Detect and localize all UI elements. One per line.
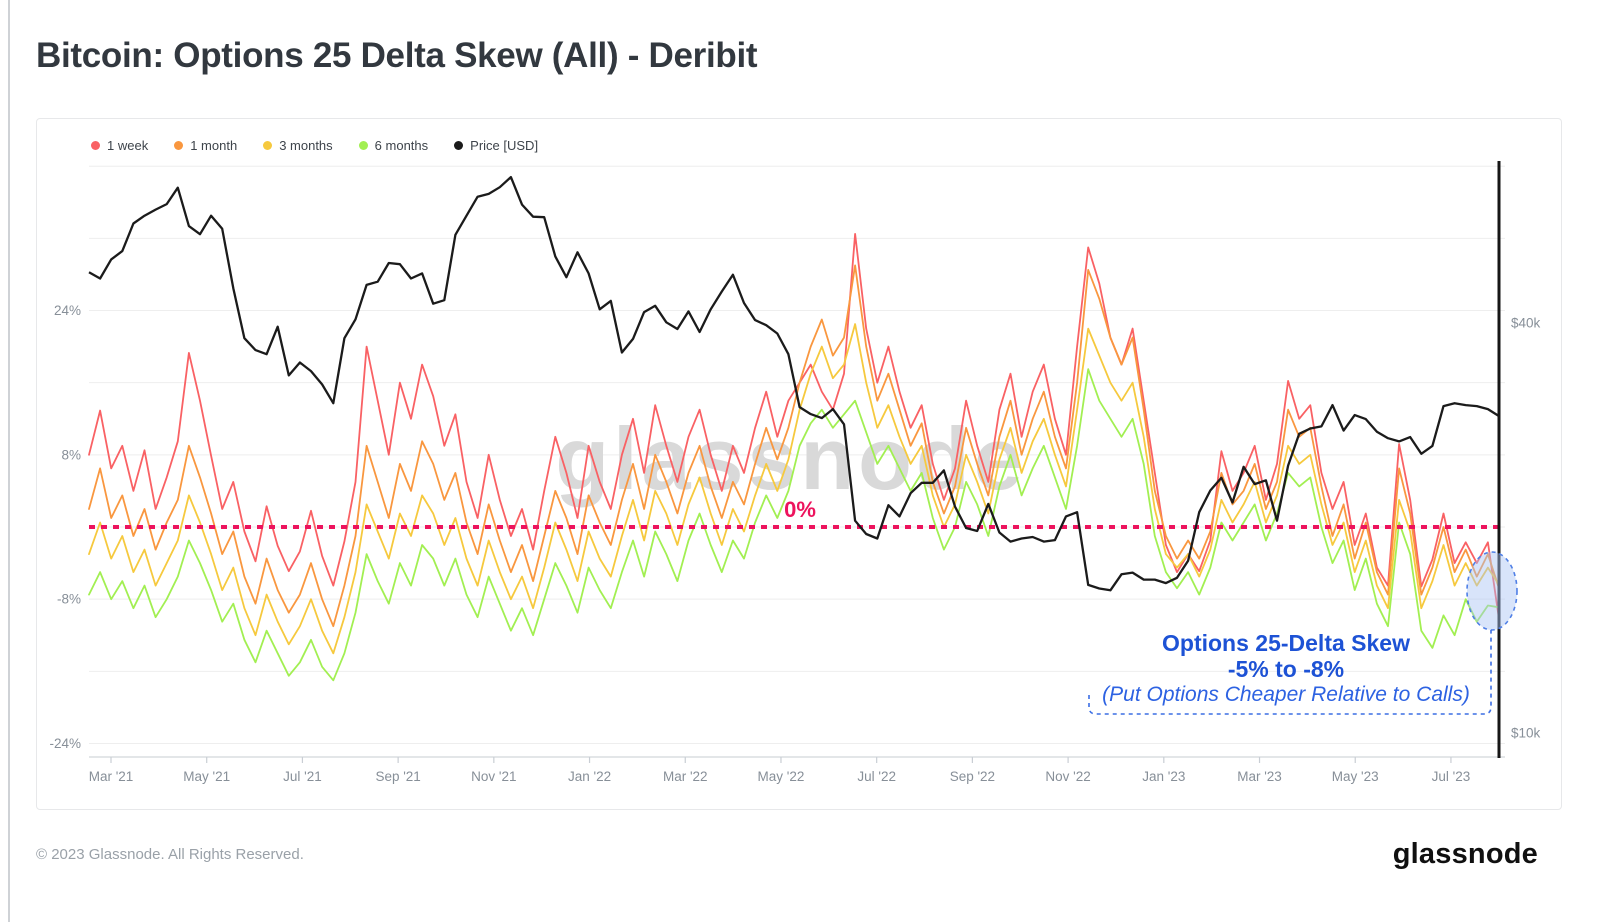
legend-label: 1 month xyxy=(190,138,238,153)
annotation-line1: Options 25-Delta Skew xyxy=(1162,630,1410,656)
x-tick-label: Sep '21 xyxy=(375,769,420,784)
x-tick-label: Mar '22 xyxy=(663,769,708,784)
x-tick-label: Nov '22 xyxy=(1045,769,1090,784)
x-tick-label: Jan '22 xyxy=(568,769,611,784)
x-tick-label: May '23 xyxy=(1332,769,1379,784)
legend-label: 6 months xyxy=(374,138,429,153)
legend-dot-icon xyxy=(263,141,273,150)
glassnode-logo: glassnode xyxy=(1392,838,1538,870)
legend-dot-icon xyxy=(358,141,368,150)
legend-dot-icon xyxy=(91,141,100,150)
x-tick-label: Jan '23 xyxy=(1142,769,1185,784)
legend-dot-icon xyxy=(454,141,464,150)
y-left-tick-label: -8% xyxy=(57,592,81,607)
annotation-line2: -5% to -8% xyxy=(1228,656,1344,682)
x-tick-label: Mar '21 xyxy=(89,769,134,784)
y-left-tick-label: 8% xyxy=(61,447,81,462)
x-tick-label: Jul '21 xyxy=(283,769,322,784)
series-1-week xyxy=(88,233,1500,620)
y-right-tick-label: $10k xyxy=(1511,726,1541,741)
zero-percent-label: 0% xyxy=(784,497,816,522)
legend-item-3-months[interactable]: 3 months xyxy=(263,138,333,153)
legend: 1 week 1 month 3 months 6 months Price [USD] xyxy=(37,119,1561,159)
copyright: © 2023 Glassnode. All Rights Reserved. xyxy=(36,846,304,863)
legend-label: 1 week xyxy=(107,138,149,153)
legend-item-1-month[interactable]: 1 month xyxy=(174,138,237,153)
series-3-months xyxy=(88,323,1500,655)
x-tick-label: Jul '22 xyxy=(857,769,896,784)
series-6-months xyxy=(88,368,1500,682)
x-tick-label: Jul '23 xyxy=(1432,769,1471,784)
legend-item-1-week[interactable]: 1 week xyxy=(91,138,148,153)
annotation-line3: (Put Options Cheaper Relative to Calls) xyxy=(1102,683,1470,706)
x-tick-label: May '22 xyxy=(758,769,805,784)
y-left-tick-label: -24% xyxy=(49,736,81,751)
y-left-tick-label: 24% xyxy=(54,303,81,318)
legend-dot-icon xyxy=(174,141,184,150)
legend-label: Price [USD] xyxy=(470,138,539,153)
series-price-usd xyxy=(88,175,1500,592)
series-1-month xyxy=(88,264,1500,628)
x-tick-label: Mar '23 xyxy=(1237,769,1282,784)
x-tick-label: Nov '21 xyxy=(471,769,516,784)
legend-item-price-usd[interactable]: Price [USD] xyxy=(454,138,538,153)
skew-highlight-ellipse xyxy=(1466,551,1518,631)
left-window-edge xyxy=(8,0,10,922)
annotation-dashed-bracket xyxy=(1088,630,1492,715)
legend-label: 3 months xyxy=(279,138,333,153)
chart-title: Bitcoin: Options 25 Delta Skew (All) - D… xyxy=(36,36,758,75)
x-tick-label: May '21 xyxy=(183,769,230,784)
x-tick-label: Sep '22 xyxy=(950,769,995,784)
chart-card: 1 week 1 month 3 months 6 months Price [USD]… xyxy=(36,118,1562,810)
y-right-tick-label: $40k xyxy=(1511,316,1541,331)
legend-item-6-months[interactable]: 6 months xyxy=(358,138,429,153)
